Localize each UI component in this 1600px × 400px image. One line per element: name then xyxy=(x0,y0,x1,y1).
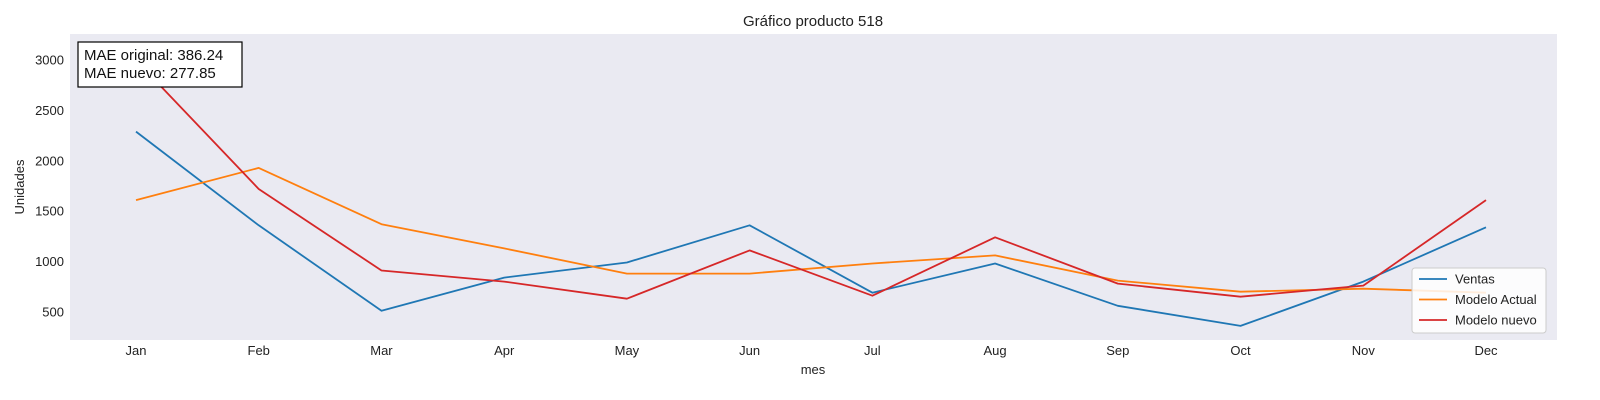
legend-label: Ventas xyxy=(1455,272,1495,287)
x-tick-label: Dec xyxy=(1474,343,1498,358)
legend-label: Modelo Actual xyxy=(1455,292,1537,307)
series-line-ventas xyxy=(135,130,1487,327)
y-tick-label: 1000 xyxy=(35,254,64,269)
x-tick-label: Nov xyxy=(1352,343,1376,358)
series-line-modelo-nuevo xyxy=(135,59,1487,300)
y-tick-label: 2000 xyxy=(35,153,64,168)
series-layer xyxy=(135,59,1487,327)
mae-annotation: MAE original: 386.24 MAE nuevo: 277.85 xyxy=(77,41,243,88)
plot-area xyxy=(70,34,1557,340)
x-tick-label: Jun xyxy=(739,343,760,358)
x-tick-label: Sep xyxy=(1106,343,1129,358)
x-tick-label: Jan xyxy=(126,343,147,358)
annotation-line-1: MAE original: 386.24 xyxy=(84,47,223,64)
y-axis-ticks: 500 1000 1500 2000 2500 3000 xyxy=(35,53,64,320)
y-tick-label: 3000 xyxy=(35,53,64,68)
chart-title: Gráfico producto 518 xyxy=(743,13,883,30)
legend-label: Modelo nuevo xyxy=(1455,313,1537,328)
series-line-modelo-actual xyxy=(135,166,1487,294)
x-tick-label: Feb xyxy=(248,343,270,358)
x-tick-label: Apr xyxy=(494,343,515,358)
legend: Ventas Modelo Actual Modelo nuevo xyxy=(1411,267,1547,334)
annotation-frame xyxy=(77,41,243,88)
x-tick-label: Oct xyxy=(1230,343,1251,358)
x-axis-label: mes xyxy=(801,362,826,377)
y-tick-label: 1500 xyxy=(35,204,64,219)
y-tick-label: 500 xyxy=(42,304,64,319)
annotation-line-2: MAE nuevo: 277.85 xyxy=(84,65,216,82)
y-axis-label: Unidades xyxy=(12,159,27,214)
x-tick-label: May xyxy=(615,343,640,358)
y-tick-label: 2500 xyxy=(35,103,64,118)
legend-frame xyxy=(1411,267,1547,334)
x-tick-label: Jul xyxy=(864,343,881,358)
x-axis-ticks: Jan Feb Mar Apr May Jun Jul Aug Sep Oct Nov Dec xyxy=(126,343,1499,358)
x-tick-label: Mar xyxy=(370,343,393,358)
x-tick-label: Aug xyxy=(984,343,1007,358)
